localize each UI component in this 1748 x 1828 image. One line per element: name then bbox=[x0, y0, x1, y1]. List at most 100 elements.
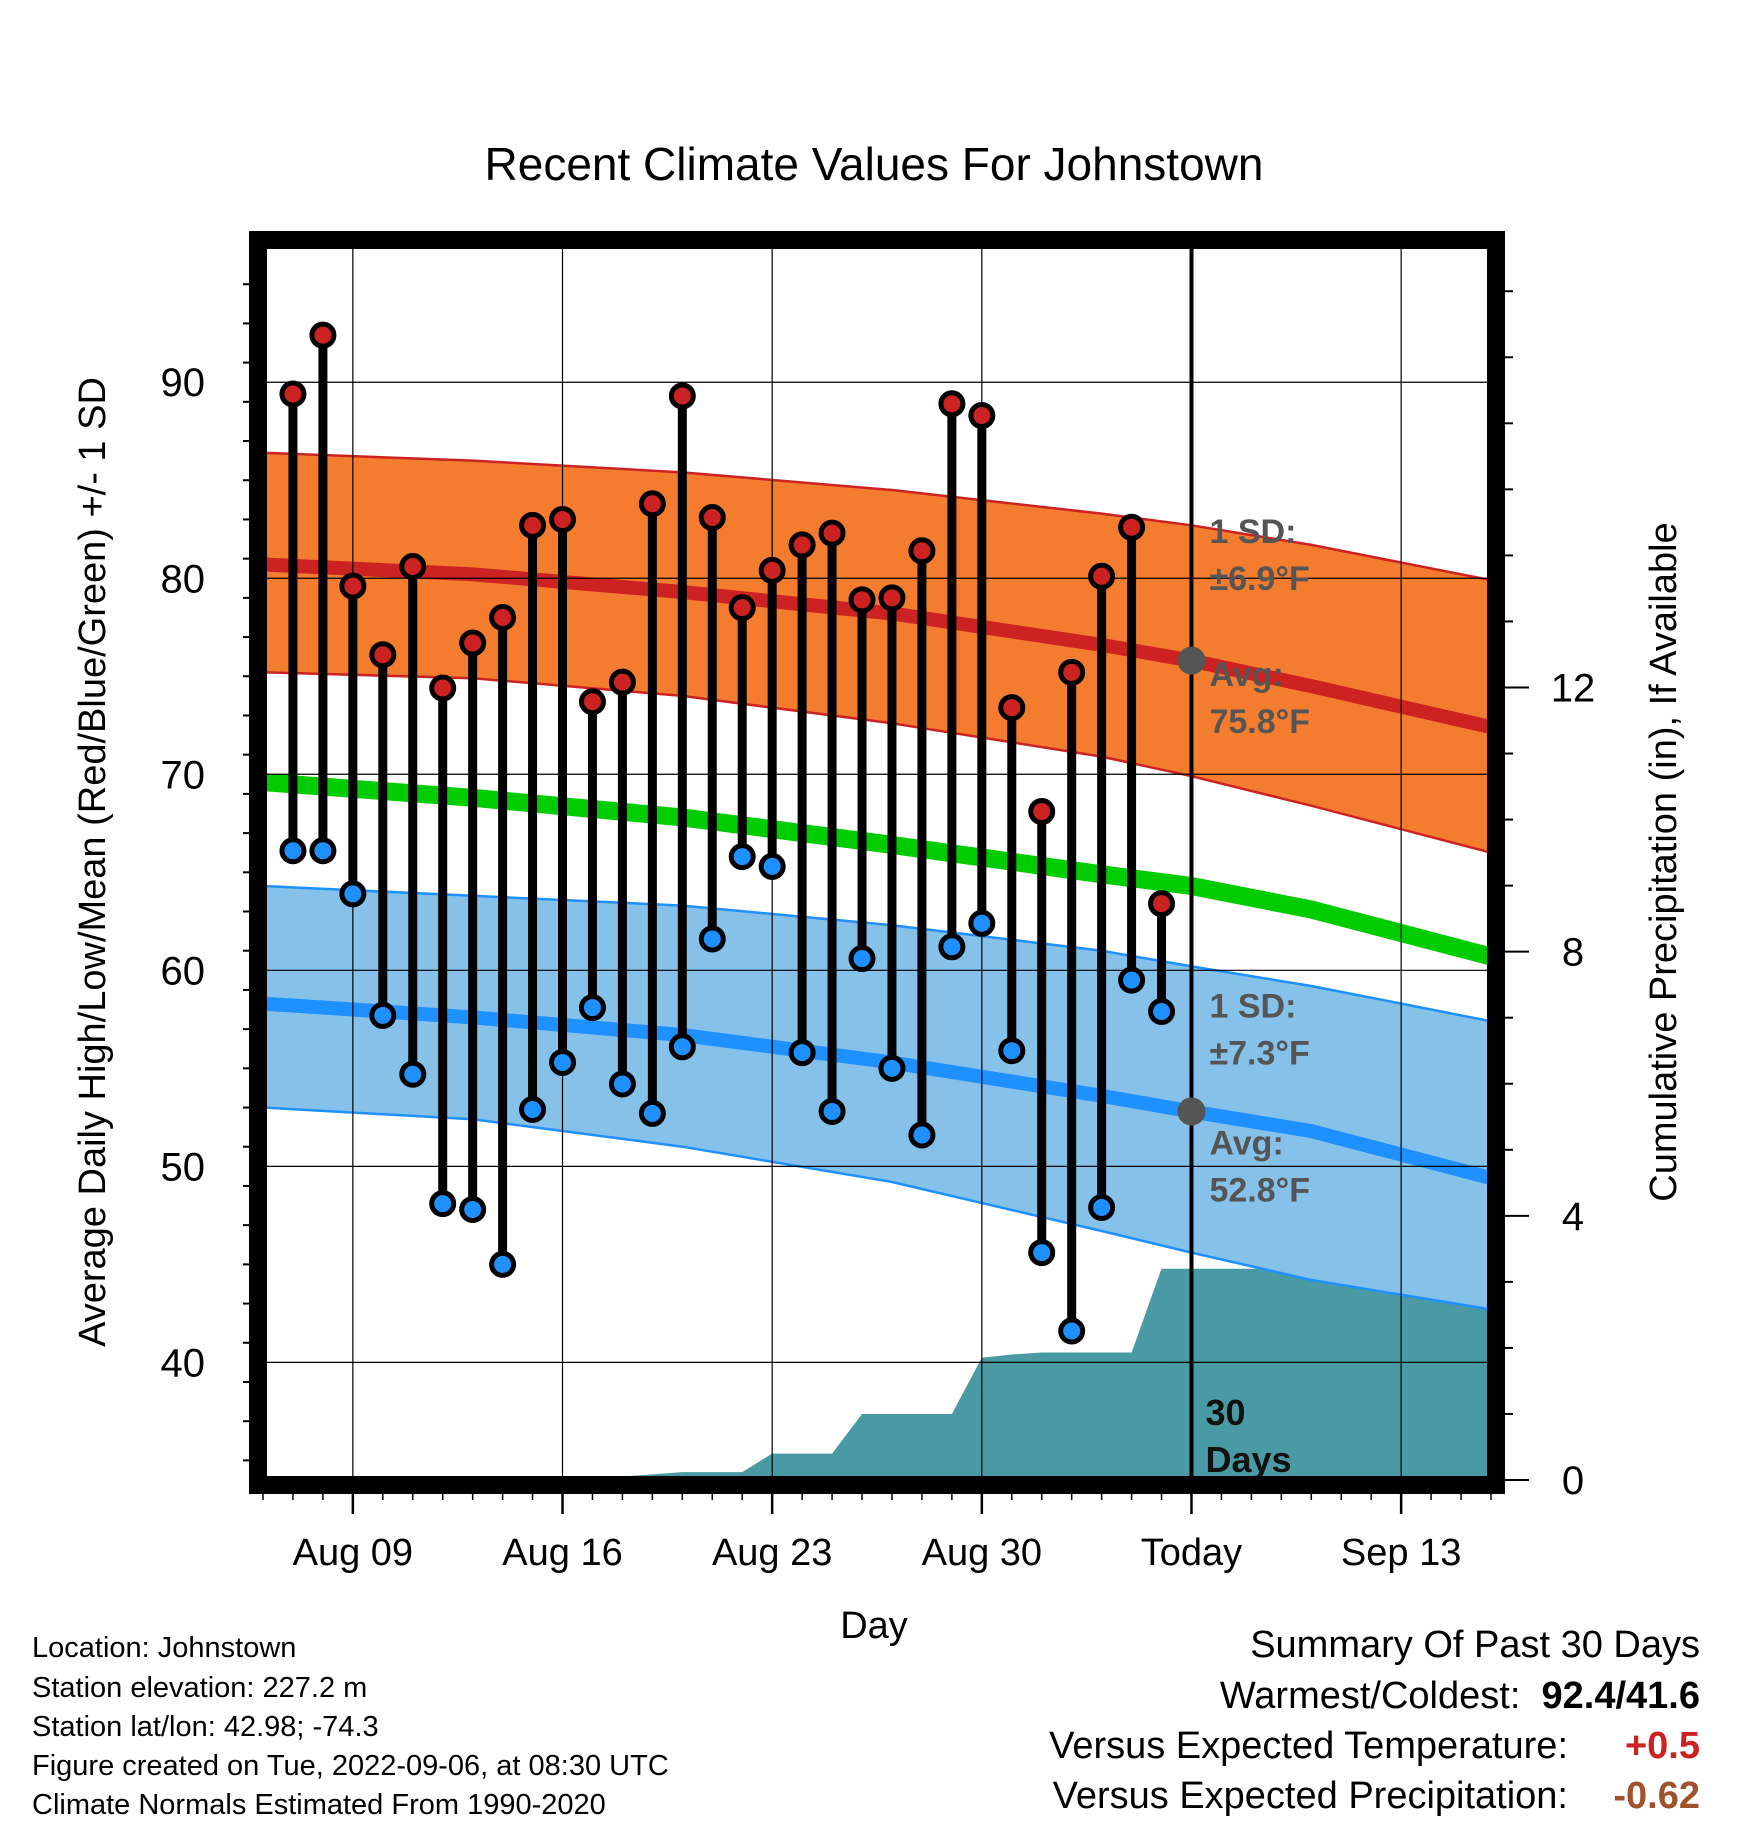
daily-high-point bbox=[638, 490, 666, 518]
x-tick-label: Today bbox=[1141, 1532, 1242, 1574]
precip-label: Versus Expected Precipitation: bbox=[1052, 1775, 1568, 1817]
daily-high-point bbox=[489, 603, 517, 631]
daily-high-point bbox=[429, 674, 457, 702]
daily-low-point bbox=[728, 843, 756, 871]
high-sd-label: 1 SD: bbox=[1209, 513, 1296, 551]
daily-low-point bbox=[1148, 997, 1176, 1025]
today-normal-high-marker bbox=[1177, 646, 1206, 675]
y2-tick-label: 0 bbox=[1562, 1459, 1584, 1503]
daily-low-point bbox=[1028, 1239, 1056, 1267]
normal-mean-line bbox=[263, 773, 1491, 966]
warmest-value: 92.4/41.6 bbox=[1541, 1675, 1700, 1717]
daily-low-point bbox=[998, 1037, 1026, 1065]
daily-high-point bbox=[608, 668, 636, 696]
high-avg-value: 75.8°F bbox=[1209, 703, 1310, 741]
y-tick-label: 40 bbox=[161, 1341, 206, 1385]
warmest-label: Warmest/Coldest: bbox=[1219, 1675, 1521, 1717]
days-label-number: 30 bbox=[1205, 1392, 1245, 1433]
daily-high-point bbox=[459, 629, 487, 657]
low-avg-label: Avg: bbox=[1209, 1125, 1283, 1163]
y2-tick-label: 4 bbox=[1562, 1195, 1584, 1239]
created-text: Figure created on Tue, 2022-09-06, at 08… bbox=[32, 1750, 669, 1782]
high-sd-band-lower-edge bbox=[263, 671, 1491, 854]
low-sd-band-lower-edge bbox=[263, 1106, 1491, 1311]
daily-low-point bbox=[429, 1190, 457, 1218]
temp-value: +0.5 bbox=[1624, 1725, 1700, 1767]
daily-high-point bbox=[998, 694, 1026, 722]
y-tick-label: 60 bbox=[161, 949, 206, 993]
daily-high-point bbox=[668, 382, 696, 410]
daily-high-point bbox=[1088, 562, 1116, 590]
high-sd-value: ±6.9°F bbox=[1209, 560, 1309, 598]
x-tick-label: Sep 13 bbox=[1341, 1532, 1461, 1574]
daily-high-point bbox=[369, 641, 397, 669]
daily-high-point bbox=[938, 390, 966, 418]
daily-high-point bbox=[878, 584, 906, 612]
daily-low-point bbox=[309, 837, 337, 865]
y-axis-label: Average Daily High/Low/Mean (Red/Blue/Gr… bbox=[72, 377, 114, 1347]
daily-low-point bbox=[638, 1099, 666, 1127]
daily-low-point bbox=[758, 852, 786, 880]
low-sd-value: ±7.3°F bbox=[1209, 1034, 1309, 1072]
daily-high-point bbox=[1058, 658, 1086, 686]
normal-low-line bbox=[263, 996, 1491, 1185]
daily-low-point bbox=[608, 1070, 636, 1098]
daily-high-point bbox=[788, 531, 816, 559]
x-tick-label: Aug 16 bbox=[502, 1532, 622, 1574]
summary-warmest-row: Warmest/Coldest: 92.4/41.6 bbox=[1220, 1677, 1700, 1715]
summary-temp-row: Versus Expected Temperature: +0.5 bbox=[1049, 1727, 1700, 1765]
y2-axis-label: Cumulative Precipitation (in), If Availa… bbox=[1643, 522, 1685, 1201]
daily-low-point bbox=[668, 1033, 696, 1061]
daily-low-point bbox=[938, 933, 966, 961]
chart-title: Recent Climate Values For Johnstown bbox=[485, 138, 1264, 190]
normal-high-line bbox=[263, 557, 1491, 735]
y2-tick-label: 12 bbox=[1551, 666, 1596, 710]
y-tick-label: 80 bbox=[161, 557, 206, 601]
precipitation-area bbox=[263, 1268, 1491, 1480]
daily-low-point bbox=[578, 994, 606, 1022]
daily-low-point bbox=[399, 1060, 427, 1088]
daily-high-point bbox=[519, 511, 547, 539]
daily-low-point bbox=[908, 1121, 936, 1149]
elevation-text: Station elevation: 227.2 m bbox=[32, 1672, 368, 1704]
daily-high-point bbox=[399, 552, 427, 580]
daily-low-point bbox=[369, 1001, 397, 1029]
daily-high-point bbox=[758, 556, 786, 584]
daily-low-point bbox=[1118, 966, 1146, 994]
high-sd-band bbox=[263, 452, 1491, 853]
daily-high-point bbox=[279, 380, 307, 408]
low-sd-band-upper-edge bbox=[263, 884, 1491, 1023]
daily-low-point bbox=[1088, 1194, 1116, 1222]
daily-low-point bbox=[968, 909, 996, 937]
precip-value: -0.62 bbox=[1613, 1775, 1700, 1817]
high-sd-band-upper-edge bbox=[263, 451, 1491, 582]
daily-high-point bbox=[1148, 890, 1176, 918]
daily-high-point bbox=[968, 402, 996, 430]
daily-high-point bbox=[309, 321, 337, 349]
daily-low-point bbox=[489, 1250, 517, 1278]
daily-high-point bbox=[1028, 798, 1056, 826]
y-tick-label: 70 bbox=[161, 753, 206, 797]
daily-high-point bbox=[698, 503, 726, 531]
daily-high-point bbox=[908, 537, 936, 565]
summary-title: Summary Of Past 30 Days bbox=[1250, 1624, 1700, 1666]
daily-low-point bbox=[818, 1097, 846, 1125]
x-axis-label: Day bbox=[840, 1605, 908, 1647]
daily-low-point bbox=[519, 1096, 547, 1123]
x-tick-label: Aug 09 bbox=[293, 1532, 413, 1574]
plot-area bbox=[263, 245, 1491, 1480]
daily-low-point bbox=[1058, 1317, 1086, 1345]
y-tick-label: 90 bbox=[161, 361, 206, 405]
y2-tick-label: 8 bbox=[1562, 931, 1584, 975]
daily-high-point bbox=[818, 519, 846, 547]
daily-low-point bbox=[698, 925, 726, 953]
temp-label: Versus Expected Temperature: bbox=[1049, 1725, 1568, 1767]
daily-high-point bbox=[578, 688, 606, 716]
latlon-text: Station lat/lon: 42.98; -74.3 bbox=[32, 1711, 379, 1743]
daily-low-point bbox=[459, 1195, 487, 1223]
y-tick-label: 50 bbox=[161, 1145, 206, 1189]
low-avg-value: 52.8°F bbox=[1209, 1172, 1310, 1210]
daily-high-point bbox=[728, 594, 756, 622]
daily-high-point bbox=[1118, 513, 1146, 541]
